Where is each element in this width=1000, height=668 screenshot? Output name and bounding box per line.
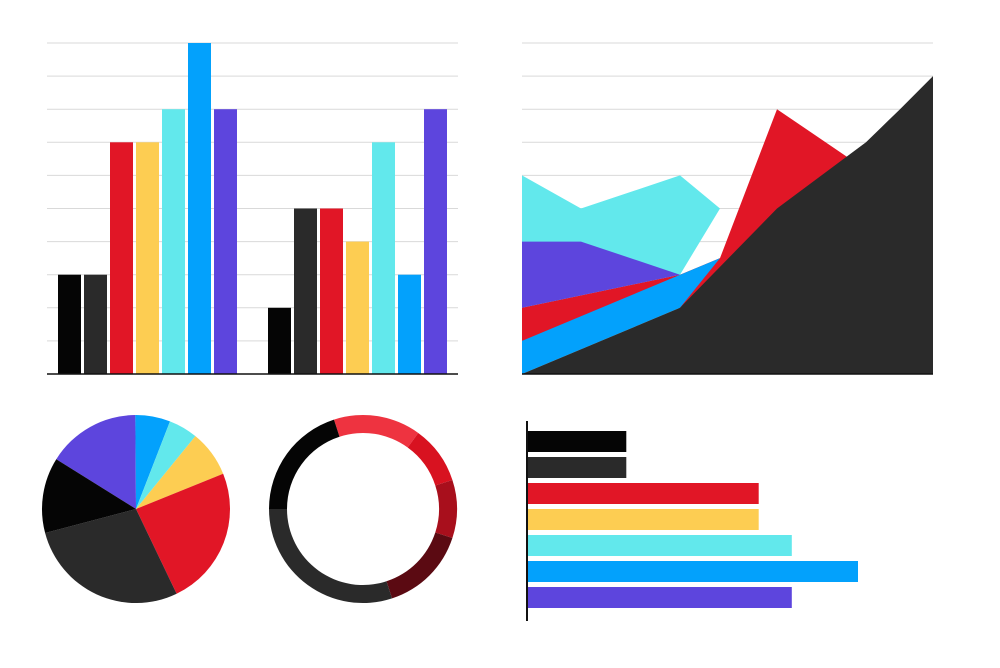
donut-segment <box>386 532 453 599</box>
area-series <box>522 76 933 374</box>
bar <box>320 208 343 374</box>
pie-slice <box>136 473 231 594</box>
pie-slice <box>45 509 177 603</box>
bar <box>346 241 369 374</box>
pie-chart <box>41 415 231 603</box>
pie-slice <box>56 415 136 509</box>
bar <box>398 274 421 374</box>
donut-segment <box>269 419 340 509</box>
bar <box>214 109 237 374</box>
bar <box>527 431 627 452</box>
vertical-bar-chart <box>47 42 458 375</box>
bar <box>268 307 291 374</box>
donut-chart <box>269 415 457 603</box>
pie-slice <box>136 436 224 509</box>
bar <box>527 561 858 582</box>
bar <box>527 509 759 530</box>
pie-slice <box>135 415 170 509</box>
area-series <box>522 109 850 341</box>
stacked-area-chart <box>522 42 933 375</box>
bar <box>188 43 211 374</box>
bar <box>424 109 447 374</box>
bar <box>162 109 185 374</box>
bar <box>58 274 81 374</box>
bar <box>527 483 759 504</box>
bar <box>527 587 792 608</box>
area-series <box>522 258 720 374</box>
bar <box>527 457 627 478</box>
bar <box>136 142 159 374</box>
horizontal-bar-chart <box>526 421 858 621</box>
bar <box>84 274 107 374</box>
pie-slice <box>41 459 136 534</box>
donut-segment <box>407 432 453 486</box>
donut-segment <box>333 415 419 448</box>
donut-segment <box>269 509 393 603</box>
pie-slice <box>136 421 196 509</box>
bar <box>527 535 792 556</box>
bar <box>372 142 395 374</box>
area-series <box>522 241 680 308</box>
donut-segment <box>435 479 457 539</box>
bar <box>110 142 133 374</box>
bar <box>294 208 317 374</box>
